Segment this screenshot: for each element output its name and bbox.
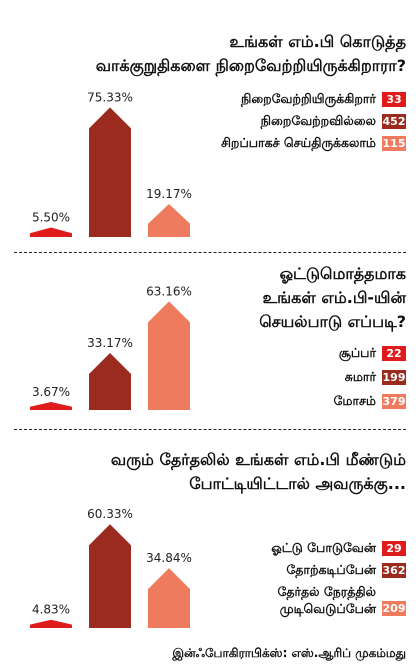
count-badge: 22: [382, 345, 406, 361]
question-title-line: போட்டியிட்டால் அவருக்கு...: [189, 474, 406, 493]
data-label: 19.17%: [146, 187, 192, 201]
legend-item: ஓட்டு போடுவேன் 29: [271, 537, 406, 559]
legend-item: சுமார் 199: [345, 366, 406, 388]
legend-label: தோற்கடிப்பேன்: [286, 562, 376, 577]
question-title-line: வரும் தேர்தலில் உங்கள் எம்.பி மீண்டும்: [110, 450, 406, 469]
count-badge: 199: [382, 369, 406, 385]
data-label: 3.67%: [32, 385, 70, 399]
question-title: ஓட்டுமொத்தமாக உங்கள் எம்.பி-யின் செயல்பா…: [259, 262, 406, 334]
legend-label-line: தேர்தல் நேரத்தில்: [277, 584, 376, 599]
bar: [148, 301, 190, 410]
legend-label: ஓட்டு போடுவேன்: [271, 540, 376, 555]
legend-item: தேர்தல் நேரத்தில் முடிவெடுப்பேன் 209: [277, 583, 406, 617]
legend-item: தோற்கடிப்பேன் 362: [286, 559, 406, 581]
legend-label-line: முடிவெடுப்பேன்: [279, 601, 376, 616]
question-title-line: வாக்குறுதிகளை நிறைவேற்றியிருக்கிறாரா?: [95, 56, 406, 75]
count-badge: 379: [382, 393, 406, 409]
count-badge: 29: [382, 540, 406, 556]
data-label: 33.17%: [87, 336, 133, 350]
footer-credit: இன்ஃபோகிராபிக்ஸ்: எஸ்.ஆரிப் முகம்மது: [172, 646, 406, 660]
bar: [89, 524, 131, 628]
legend-item: மோசம் 379: [334, 390, 406, 412]
legend-label: நிறைவேற்றியிருக்கிறார்: [240, 91, 376, 106]
question-title: உங்கள் எம்.பி கொடுத்த வாக்குறுதிகளை நிறை…: [96, 30, 406, 78]
bar: [30, 402, 72, 410]
count-badge: 362: [382, 562, 406, 578]
question-title-line: செயல்பாடு எப்படி?: [259, 312, 406, 331]
question-title-line: உங்கள் எம்.பி கொடுத்த: [229, 32, 406, 51]
data-label: 34.84%: [146, 551, 192, 565]
question-title: வரும் தேர்தலில் உங்கள் எம்.பி மீண்டும் ப…: [111, 448, 406, 496]
question-title-line: உங்கள் எம்.பி-யின்: [262, 288, 406, 307]
data-label: 4.83%: [32, 603, 70, 617]
legend-label: சுமார்: [344, 369, 376, 384]
bar: [89, 107, 131, 237]
bar: [30, 227, 72, 237]
legend-label: சிறப்பாகச் செய்திருக்கலாம்: [221, 135, 376, 150]
legend-label: தேர்தல் நேரத்தில் முடிவெடுப்பேன்: [277, 583, 376, 617]
legend-label: சூப்பர்: [338, 345, 376, 360]
data-label: 63.16%: [146, 284, 192, 298]
data-label: 5.50%: [32, 211, 70, 225]
legend-item: நிறைவேற்றவில்லை 452: [261, 110, 406, 132]
bar: [89, 352, 131, 410]
question-title-line: ஓட்டுமொத்தமாக: [279, 264, 406, 283]
section-divider: [14, 252, 406, 253]
data-label: 60.33%: [87, 507, 133, 521]
bar: [30, 619, 72, 628]
count-badge: 452: [382, 113, 406, 129]
section-divider: [14, 429, 406, 430]
count-badge: 209: [382, 601, 406, 616]
legend-label: நிறைவேற்றவில்லை: [260, 113, 376, 128]
legend-item: நிறைவேற்றியிருக்கிறார் 33: [241, 88, 406, 110]
legend-label: மோசம்: [333, 393, 376, 408]
bar: [148, 568, 190, 628]
count-badge: 33: [382, 91, 406, 107]
count-badge: 115: [382, 135, 406, 151]
data-label: 75.33%: [87, 90, 133, 104]
legend-item: சூப்பர் 22: [339, 342, 406, 364]
bar: [148, 204, 190, 237]
legend-item: சிறப்பாகச் செய்திருக்கலாம் 115: [221, 132, 406, 154]
